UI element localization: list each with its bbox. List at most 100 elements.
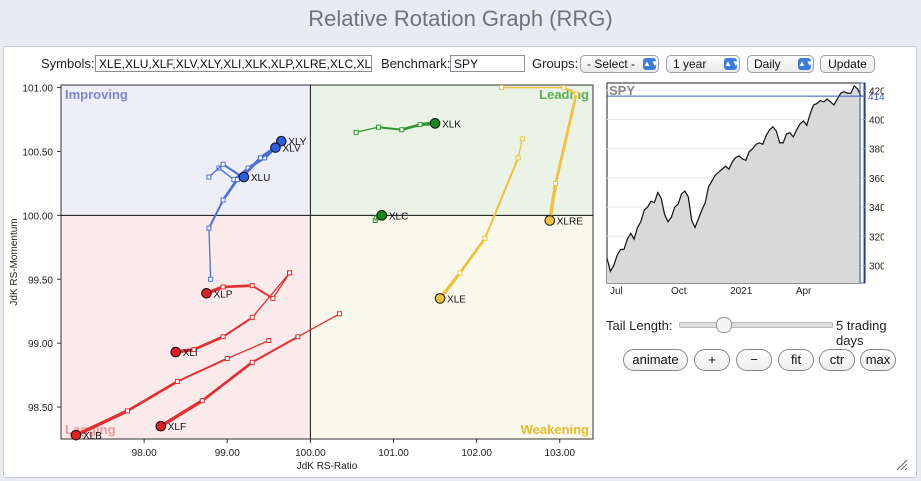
head-marker xyxy=(155,420,167,432)
head-marker xyxy=(434,293,446,304)
tail-point xyxy=(336,311,342,317)
tail-segment xyxy=(517,138,523,159)
tail-segment xyxy=(222,316,254,338)
spy-last-value: 414.92 xyxy=(868,92,884,103)
fit-button[interactable]: fit xyxy=(778,349,814,371)
series-label: XLK xyxy=(442,119,461,130)
zoom-in-button[interactable]: + xyxy=(694,349,730,371)
zoom-out-button[interactable]: − xyxy=(736,349,772,371)
tail-length-thumb[interactable] xyxy=(715,317,732,333)
series-label: XLF xyxy=(168,422,186,433)
tail-point xyxy=(553,180,559,186)
tail-point xyxy=(125,408,130,414)
series-label: XLU xyxy=(251,173,270,184)
tail-point xyxy=(295,334,301,340)
rrg-series-xlk: XLK xyxy=(353,118,461,135)
x-tick-label: 102.00 xyxy=(461,448,492,459)
symbols-input[interactable]: XLE,XLU,XLF,XLV,XLY,XLI,XLK,XLP,XLRE,XLC… xyxy=(95,55,372,72)
benchmark-label: Benchmark: xyxy=(381,56,451,71)
tail-segment xyxy=(355,126,380,133)
rrg-series-xlb: XLB xyxy=(70,338,272,442)
tail-segment xyxy=(200,360,254,403)
animate-button[interactable]: animate xyxy=(623,349,688,371)
rrg-chart: ImprovingLeadingWeakeningLagging98.0099.… xyxy=(9,84,594,472)
tail-point xyxy=(174,378,180,384)
groups-label: Groups: xyxy=(532,56,579,71)
tail-point xyxy=(417,122,423,128)
head-marker xyxy=(544,215,556,226)
head-marker xyxy=(270,142,281,153)
tail-segment xyxy=(207,199,225,230)
groups-select[interactable]: - Select - ▲▼ xyxy=(580,55,659,73)
quadrant-leading xyxy=(310,85,593,216)
tail-point xyxy=(249,315,255,321)
rrg-series-xle: XLE xyxy=(434,136,525,305)
select-arrows-icon: ▲▼ xyxy=(724,58,740,70)
rrg-series-xlc: XLC xyxy=(372,210,408,223)
update-button[interactable]: Update xyxy=(820,55,875,73)
maximize-button[interactable]: max xyxy=(860,349,896,371)
center-button[interactable]: ctr xyxy=(819,349,855,371)
tail-length-value: 5 trading days xyxy=(836,318,887,348)
tail-point xyxy=(573,91,579,97)
tail-point xyxy=(220,197,226,203)
rrg-series-xlf: XLF xyxy=(155,311,342,433)
spy-price-line xyxy=(606,84,862,273)
tail-segment xyxy=(377,126,403,131)
spy-x-tick-label: Apr xyxy=(796,286,812,297)
tail-segment xyxy=(554,92,578,185)
tail-point xyxy=(220,284,226,290)
spy-y-tick-label: 420 xyxy=(869,86,884,97)
tail-point xyxy=(519,136,525,142)
y-tick-label: 99.50 xyxy=(28,275,53,286)
x-tick-label: 99.00 xyxy=(215,448,240,459)
tail-segment xyxy=(458,237,487,275)
select-arrows-icon: ▲▼ xyxy=(798,58,814,70)
spy-y-tick-label: 300 xyxy=(869,261,884,272)
head-marker xyxy=(170,346,182,358)
tail-length-slider[interactable] xyxy=(679,317,833,333)
head-marker xyxy=(429,118,441,129)
tail-point xyxy=(457,270,463,276)
quadrant-lagging xyxy=(61,215,311,439)
tail-segment xyxy=(208,227,212,280)
series-label: XLV xyxy=(282,144,300,155)
tail-point xyxy=(206,174,212,180)
tail-point xyxy=(249,359,255,365)
spy-area xyxy=(607,85,861,283)
quadrant-weakening xyxy=(310,215,593,439)
tail-segment xyxy=(221,178,239,202)
rrg-series-xlre: XLRE xyxy=(499,85,583,227)
spy-y-tick-label: 340 xyxy=(869,203,884,214)
y-tick-label: 98.50 xyxy=(28,403,53,414)
tail-point xyxy=(206,225,212,231)
spy-y-tick-label: 320 xyxy=(869,232,884,243)
series-label: XLB xyxy=(83,431,102,442)
quadrant-label-weakening: Weakening xyxy=(521,422,589,437)
series-label: XLY xyxy=(288,137,306,148)
tail-point xyxy=(287,270,293,276)
frequency-select[interactable]: Daily ▲▼ xyxy=(747,55,814,73)
tail-point xyxy=(191,347,197,353)
resize-handle-icon[interactable] xyxy=(896,459,908,471)
spy-chart: 420 400 380 360 340 320 300 414.92 SPY Jul Oct 2021… xyxy=(606,82,884,297)
spy-y-tick-label: 360 xyxy=(869,174,884,185)
tail-point xyxy=(482,235,488,241)
tail-point xyxy=(220,334,226,340)
tail-segment xyxy=(548,181,558,223)
symbols-label: Symbols: xyxy=(41,56,95,71)
rrg-series-xlu: XLU xyxy=(206,171,270,282)
period-select[interactable]: 1 year ▲▼ xyxy=(666,55,740,73)
tail-point xyxy=(249,283,255,289)
tail-segment xyxy=(74,409,130,437)
head-marker xyxy=(238,171,250,183)
period-select-value: 1 year xyxy=(673,57,707,71)
spy-x-tick-label: Oct xyxy=(671,286,687,297)
tail-length-label: Tail Length: xyxy=(606,318,673,333)
page-title: Relative Rotation Graph (RRG) xyxy=(308,6,613,31)
benchmark-input[interactable]: SPY xyxy=(450,55,525,72)
tail-segment xyxy=(297,313,341,338)
series-label: XLI xyxy=(183,348,198,359)
tail-segment xyxy=(251,272,291,319)
tail-point xyxy=(208,276,214,282)
